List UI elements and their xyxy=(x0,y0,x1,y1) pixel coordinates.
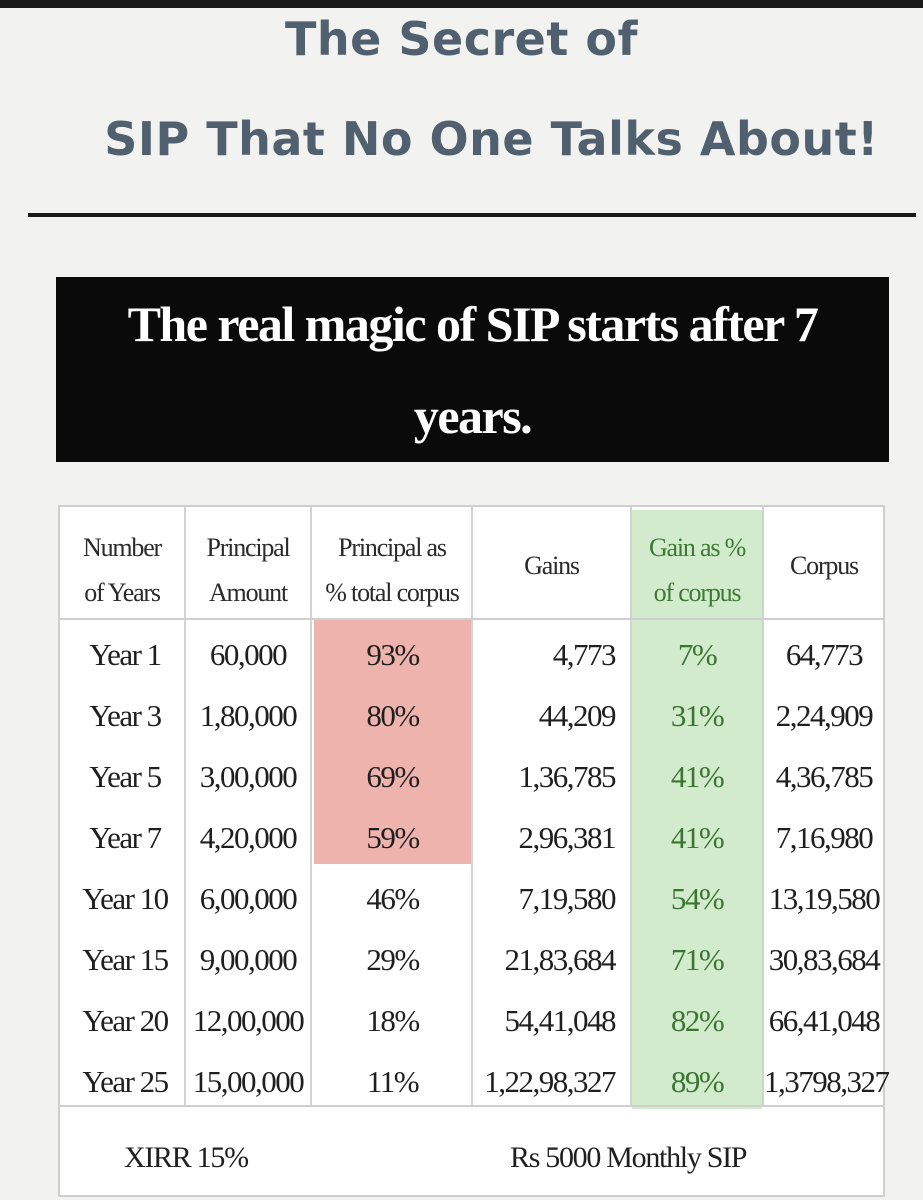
column-divider xyxy=(762,507,764,1105)
cell-principal-pct: 29% xyxy=(366,942,420,977)
cell-principal: 15,00,000 xyxy=(192,1064,305,1099)
cell-year: Year 20 xyxy=(82,1003,169,1038)
principal-pct-highlight xyxy=(314,620,471,864)
cell-corpus: 30,83,684 xyxy=(768,942,881,977)
cell-corpus: 64,773 xyxy=(785,637,864,672)
cell-principal-pct: 93% xyxy=(366,637,420,672)
header-years: Number of Years xyxy=(83,533,162,607)
cell-year: Year 3 xyxy=(89,698,162,733)
table-row: Year 1 60,000 93% 4,773 7% 64,773 xyxy=(60,625,883,685)
footer-monthly-sip: Rs 5000 Monthly SIP xyxy=(510,1141,748,1174)
banner-line-2: years. xyxy=(413,387,533,444)
cell-gains: 1,22,98,327 xyxy=(484,1064,616,1099)
cell-principal-pct: 46% xyxy=(366,881,420,916)
footer-xirr: XIRR 15% xyxy=(124,1141,249,1174)
top-border xyxy=(0,0,923,8)
cell-principal: 3,00,000 xyxy=(199,759,298,794)
footer-divider xyxy=(60,1105,883,1107)
table-row: Year 3 1,80,000 80% 44,209 31% 2,24,909 xyxy=(60,686,883,746)
cell-year: Year 1 xyxy=(89,637,162,672)
gain-pct-highlight xyxy=(632,510,762,1109)
cell-year: Year 15 xyxy=(82,942,169,977)
cell-principal: 9,00,000 xyxy=(199,942,298,977)
cell-gains: 4,773 xyxy=(552,637,617,672)
cell-corpus: 66,41,048 xyxy=(768,1003,881,1038)
cell-principal: 60,000 xyxy=(209,637,288,672)
cell-gain-pct: 41% xyxy=(670,820,725,855)
page-title-line-2: SIP That No One Talks About! xyxy=(104,112,879,166)
header-principal: Principal Amount xyxy=(206,533,290,607)
cell-gains: 1,36,785 xyxy=(518,759,617,794)
table-row: Year 15 9,00,000 29% 21,83,684 71% 30,83… xyxy=(60,930,883,990)
table-row: Year 10 6,00,000 46% 7,19,580 54% 13,19,… xyxy=(60,869,883,929)
cell-corpus: 2,24,909 xyxy=(775,698,874,733)
cell-principal: 1,80,000 xyxy=(199,698,298,733)
banner-line-1: The real magic of SIP starts after 7 xyxy=(127,295,819,352)
cell-principal-pct: 18% xyxy=(366,1003,420,1038)
table-row: Year 7 4,20,000 59% 2,96,381 41% 7,16,98… xyxy=(60,808,883,868)
cell-gains: 2,96,381 xyxy=(518,820,617,855)
cell-corpus: 4,36,785 xyxy=(775,759,874,794)
cell-principal: 12,00,000 xyxy=(192,1003,305,1038)
cell-principal: 4,20,000 xyxy=(199,820,298,855)
cell-gain-pct: 71% xyxy=(670,942,725,977)
cell-corpus: 1,3798,327 xyxy=(764,1064,890,1099)
header-corpus: Corpus xyxy=(790,551,859,580)
header-gains: Gains xyxy=(524,551,580,580)
cell-principal-pct: 11% xyxy=(366,1064,420,1099)
column-divider xyxy=(630,507,632,1105)
cell-year: Year 7 xyxy=(89,820,162,855)
cell-year: Year 5 xyxy=(89,759,162,794)
cell-gain-pct: 7% xyxy=(677,637,718,672)
column-divider xyxy=(310,507,312,1105)
cell-gains: 21,83,684 xyxy=(504,942,617,977)
cell-gains: 54,41,048 xyxy=(504,1003,617,1038)
cell-gain-pct: 41% xyxy=(670,759,725,794)
title-divider xyxy=(28,213,916,217)
table-row: Year 20 12,00,000 18% 54,41,048 82% 66,4… xyxy=(60,991,883,1051)
cell-principal-pct: 80% xyxy=(366,698,420,733)
cell-gain-pct: 82% xyxy=(670,1003,725,1038)
header-gain-pct: Gain as % of corpus xyxy=(648,533,746,607)
cell-principal-pct: 69% xyxy=(366,759,420,794)
cell-year: Year 25 xyxy=(82,1064,169,1099)
cell-principal-pct: 59% xyxy=(366,820,420,855)
cell-corpus: 7,16,980 xyxy=(775,820,874,855)
page-title-line-1: The Secret of xyxy=(285,12,638,66)
table-row: Year 5 3,00,000 69% 1,36,785 41% 4,36,78… xyxy=(60,747,883,807)
column-divider xyxy=(471,507,473,1105)
cell-principal: 6,00,000 xyxy=(199,881,298,916)
cell-gain-pct: 89% xyxy=(670,1064,725,1099)
column-divider xyxy=(184,507,186,1105)
cell-gains: 7,19,580 xyxy=(518,881,617,916)
cell-gain-pct: 31% xyxy=(670,698,725,733)
header-principal-pct: Principal as% total corpus xyxy=(325,533,460,607)
sip-table: Number of Years Principal Amount Principal… xyxy=(58,505,890,1197)
cell-corpus: 13,19,580 xyxy=(768,881,881,916)
header-divider xyxy=(60,618,883,620)
cell-gain-pct: 54% xyxy=(670,881,725,916)
cell-gains: 44,209 xyxy=(538,698,617,733)
headline-banner: The real magic of SIP starts after 7 yea… xyxy=(56,277,889,462)
table-row: Year 25 15,00,000 11% 1,22,98,327 89% 1,… xyxy=(60,1052,890,1112)
cell-year: Year 10 xyxy=(82,881,169,916)
